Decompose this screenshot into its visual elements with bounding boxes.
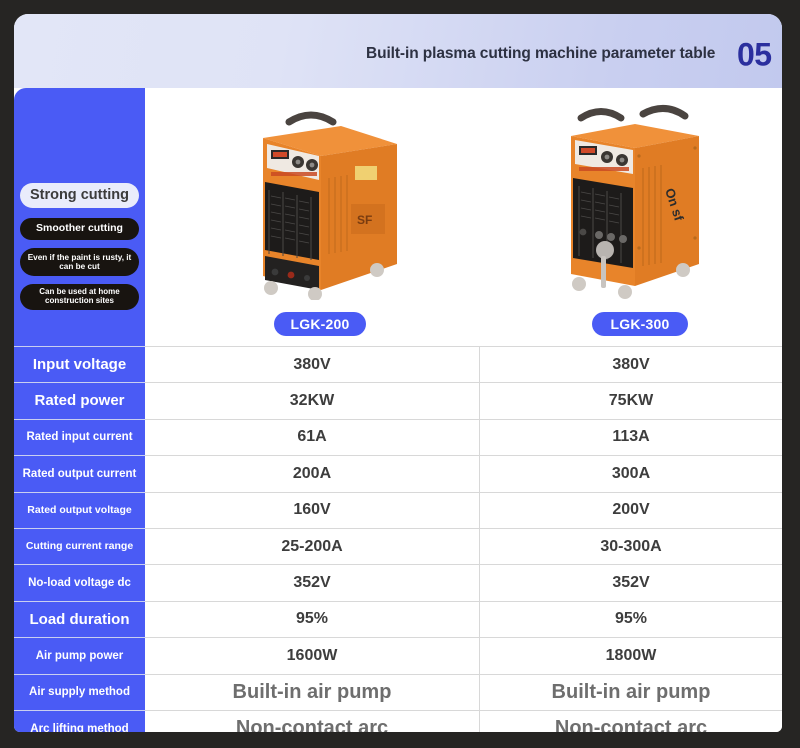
cell-col-a: 352V bbox=[145, 564, 480, 601]
svg-text:SF: SF bbox=[357, 213, 372, 227]
row-label: Cutting current range bbox=[14, 528, 145, 565]
cell-col-b: Non-contact arc bbox=[480, 710, 782, 732]
spec-table: Input voltage 380V 380V Rated power 32KW 75KW… bbox=[14, 346, 782, 732]
table-row: Arc lifting method Non-contact arc Non-con… bbox=[14, 710, 782, 732]
row-label: Rated power bbox=[14, 382, 145, 419]
cell-col-b: 200V bbox=[480, 491, 782, 528]
row-label: Arc lifting method bbox=[14, 710, 145, 732]
page-number: 05 bbox=[737, 36, 772, 73]
cell-col-b: 300A bbox=[480, 455, 782, 492]
feature-tag-panel: Strong cutting Smoother cutting Even if … bbox=[14, 88, 145, 346]
feature-tag-rusty-paint: Even if the paint is rusty, it can be cu… bbox=[20, 248, 139, 276]
table-row: Air supply method Built-in air pump Built-… bbox=[14, 673, 782, 710]
table-row: Input voltage 380V 380V bbox=[14, 346, 782, 383]
machine-label-lgk-300: LGK-300 bbox=[592, 312, 688, 336]
table-row: Cutting current range 25-200A 30-300A bbox=[14, 528, 782, 565]
table-row: Rated input current 61A 113A bbox=[14, 418, 782, 456]
header-bar: Built-in plasma cutting machine paramete… bbox=[14, 14, 782, 88]
cell-col-a: Built-in air pump bbox=[145, 673, 480, 710]
feature-tag-smoother-cutting: Smoother cutting bbox=[20, 218, 139, 240]
parameter-table-card: Built-in plasma cutting machine paramete… bbox=[14, 14, 782, 732]
feature-tag-strong-cutting: Strong cutting bbox=[20, 183, 139, 208]
machine-image-lgk-300: On sf bbox=[571, 105, 699, 299]
cell-col-a: 1600W bbox=[145, 637, 480, 674]
row-label: Air supply method bbox=[14, 673, 145, 710]
cell-col-b: 75KW bbox=[480, 382, 782, 419]
cell-col-a: 160V bbox=[145, 491, 480, 528]
row-label: Input voltage bbox=[14, 346, 145, 383]
row-label: Rated input current bbox=[14, 418, 145, 456]
cell-col-b: 352V bbox=[480, 564, 782, 601]
cell-col-b: 113A bbox=[480, 418, 782, 456]
cell-col-a: 200A bbox=[145, 455, 480, 492]
table-row: Load duration 95% 95% bbox=[14, 600, 782, 638]
cell-col-a: 32KW bbox=[145, 382, 480, 419]
table-row: Air pump power 1600W 1800W bbox=[14, 637, 782, 674]
machine-label-lgk-200: LGK-200 bbox=[274, 312, 366, 336]
machine-image-lgk-200: SF bbox=[263, 111, 397, 300]
cell-col-b: 380V bbox=[480, 346, 782, 383]
table-row: Rated output current 200A 300A bbox=[14, 455, 782, 492]
table-row: Rated output voltage 160V 200V bbox=[14, 491, 782, 528]
page-title: Built-in plasma cutting machine paramete… bbox=[366, 45, 716, 62]
cell-col-b: 95% bbox=[480, 600, 782, 638]
row-label: Rated output voltage bbox=[14, 491, 145, 528]
row-label: Air pump power bbox=[14, 637, 145, 674]
cell-col-b: Built-in air pump bbox=[480, 673, 782, 710]
table-row: No-load voltage dc 352V 352V bbox=[14, 564, 782, 601]
cell-col-a: 61A bbox=[145, 418, 480, 456]
cell-col-b: 30-300A bbox=[480, 528, 782, 565]
cell-col-b: 1800W bbox=[480, 637, 782, 674]
table-row: Rated power 32KW 75KW bbox=[14, 382, 782, 419]
row-label: Rated output current bbox=[14, 455, 145, 492]
row-label: No-load voltage dc bbox=[14, 564, 145, 601]
row-label: Load duration bbox=[14, 600, 145, 638]
cell-col-a: 380V bbox=[145, 346, 480, 383]
cell-col-a: 95% bbox=[145, 600, 480, 638]
feature-tag-home-construction: Can be used at home construction sites bbox=[20, 284, 139, 310]
cell-col-a: Non-contact arc bbox=[145, 710, 480, 732]
cell-col-a: 25-200A bbox=[145, 528, 480, 565]
product-showcase: SF bbox=[145, 88, 782, 346]
